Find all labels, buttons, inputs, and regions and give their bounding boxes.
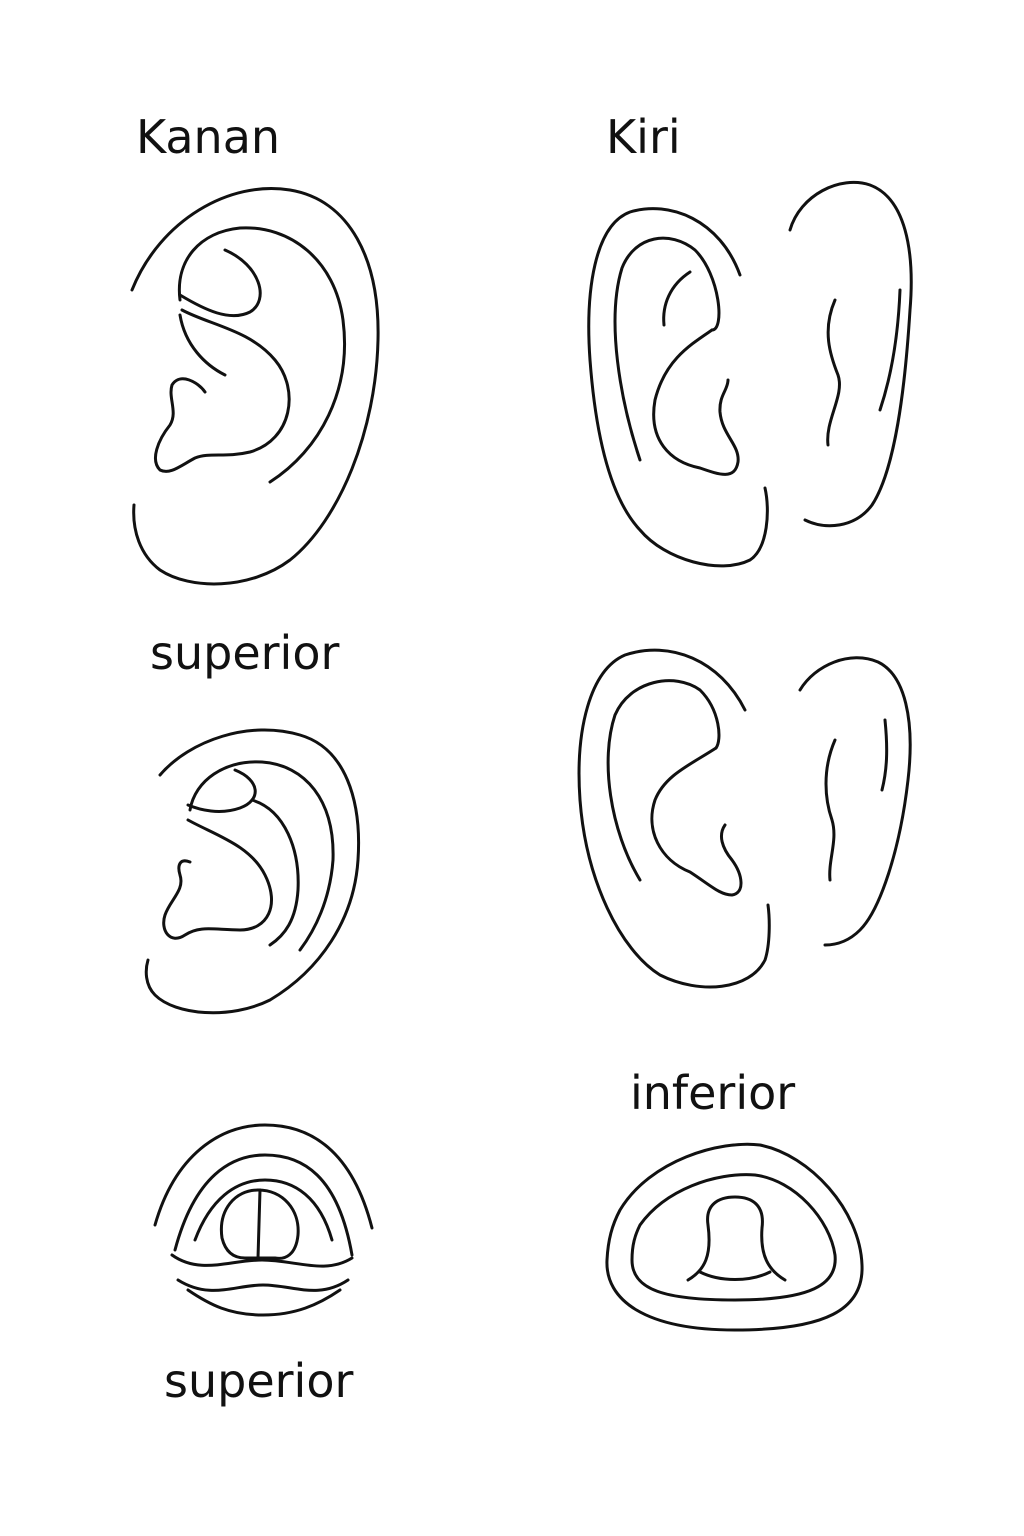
superior-ear-concha: [162, 818, 274, 940]
right-ear-lateral: [130, 187, 380, 586]
left-ear2-back-outer: [798, 656, 912, 947]
left-ear-crus: [662, 270, 692, 327]
inferior-tragus: [686, 1195, 787, 1282]
superior-canal-mid-arc: [173, 1153, 354, 1257]
left-ear2-helix-inner: [606, 679, 721, 882]
superior-canal-oval: [219, 1188, 300, 1260]
left-ear-back-rim: [878, 288, 902, 412]
right-ear-helix-outer: [130, 187, 380, 586]
left-ear-helix-inner: [613, 236, 721, 462]
right-ear-crus-upper: [178, 248, 262, 318]
left-ear-back-inner-ridge: [826, 298, 841, 447]
left-ear2-antihelix: [650, 746, 743, 897]
left-ear-lateral: [587, 180, 913, 568]
superior-canal-lower-arc-1: [170, 1253, 354, 1268]
label-kiri: Kiri: [606, 110, 681, 164]
right-ear-inner-fold: [178, 313, 227, 377]
superior-ear-helix: [188, 760, 335, 952]
superior-canal-divider: [256, 1188, 262, 1260]
superior-ear-fold: [250, 798, 300, 947]
left-ear-outer: [587, 207, 769, 568]
left-ear2-outer: [577, 648, 771, 989]
left-ear2-back-inner: [824, 738, 837, 882]
inferior-inner-ring: [630, 1173, 837, 1302]
superior-ear-crus: [186, 768, 257, 813]
superior-canal-inner-arc: [193, 1178, 334, 1242]
superior-canal-lower-arc-3: [186, 1288, 342, 1317]
superior-canal-lower-arc-2: [176, 1278, 350, 1292]
inferior-outer-ring: [605, 1142, 864, 1332]
label-kanan: Kanan: [136, 110, 281, 164]
left-ear2-back-rim: [880, 718, 889, 792]
right-ear-concha: [154, 308, 291, 473]
inferior-view: [605, 1142, 864, 1332]
label-superior-bottom: superior: [164, 1354, 354, 1408]
inferior-base-line: [698, 1270, 772, 1281]
right-ear-superior-view: [144, 728, 361, 1015]
label-superior-mid: superior: [150, 626, 340, 680]
right-ear-antihelix: [177, 226, 346, 484]
superior-ear-outer: [144, 728, 361, 1015]
left-ear-lateral-2: [577, 648, 912, 989]
left-ear-back-outer: [788, 180, 913, 528]
label-inferior: inferior: [630, 1066, 796, 1120]
superior-canal-outer-arc: [153, 1123, 374, 1230]
left-ear-antihelix: [652, 328, 740, 476]
superior-canal-view: [153, 1123, 374, 1317]
